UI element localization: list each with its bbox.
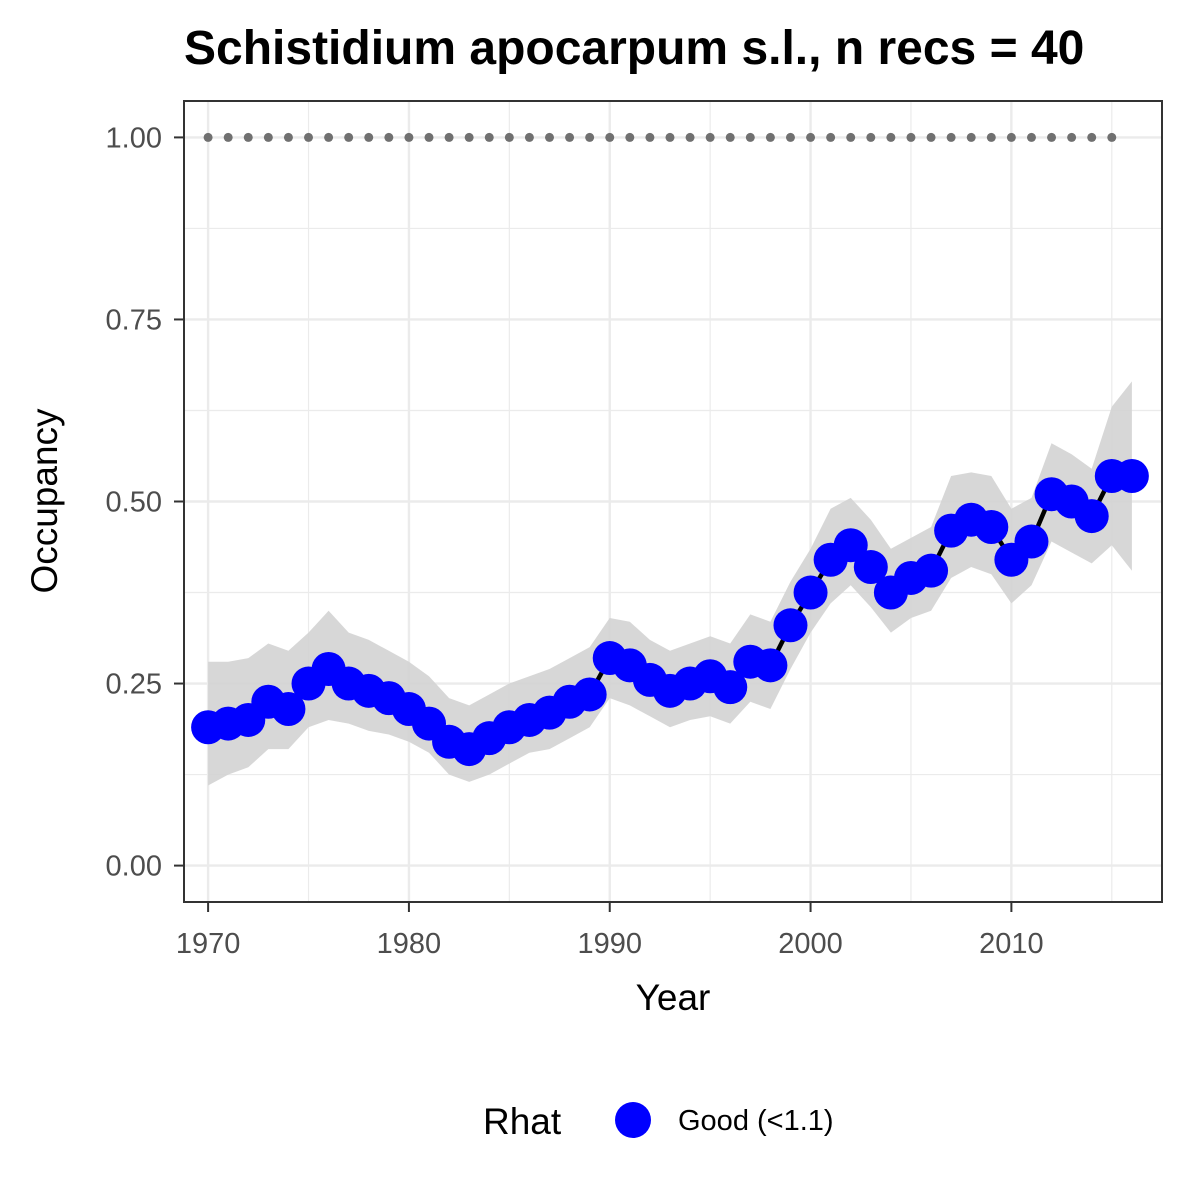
- data-point: [974, 509, 1009, 544]
- data-point: [1074, 499, 1109, 534]
- data-point: [853, 550, 888, 585]
- upper-bound-dot: [665, 132, 675, 142]
- upper-bound-dot: [906, 132, 916, 142]
- upper-bound-dot: [1006, 132, 1016, 142]
- data-points-layer: [191, 459, 1149, 767]
- upper-bound-dot: [585, 132, 595, 142]
- data-point: [271, 692, 306, 727]
- upper-bound-dot: [826, 132, 836, 142]
- y-tick-label: 0.75: [106, 304, 162, 336]
- upper-bound-dot: [1067, 132, 1077, 142]
- legend-title: Rhat: [483, 1101, 562, 1142]
- upper-bound-dot: [283, 132, 293, 142]
- upper-bound-dot: [765, 132, 775, 142]
- data-point: [713, 670, 748, 705]
- upper-bound-dot: [344, 132, 354, 142]
- y-axis-title: Occupancy: [24, 408, 65, 594]
- upper-bound-dot: [565, 132, 575, 142]
- upper-bound-dot: [1026, 132, 1036, 142]
- upper-bound-dot: [605, 132, 615, 142]
- upper-bound-dot: [263, 132, 273, 142]
- legend-key-good: [615, 1102, 651, 1138]
- upper-bound-dot: [364, 132, 374, 142]
- upper-bound-dot: [484, 132, 494, 142]
- upper-bound-dot: [886, 132, 896, 142]
- x-tick-label: 2010: [979, 928, 1044, 960]
- data-point: [914, 553, 949, 588]
- upper-bound-dot: [846, 132, 856, 142]
- upper-bound-dot: [384, 132, 394, 142]
- upper-bound-dot: [926, 132, 936, 142]
- upper-bound-dot: [203, 132, 213, 142]
- upper-bound-dot: [745, 132, 755, 142]
- upper-bound-dot: [705, 132, 715, 142]
- data-point: [1114, 459, 1149, 494]
- upper-bound-dot: [806, 132, 816, 142]
- upper-bound-dot: [524, 132, 534, 142]
- upper-bound-dot: [866, 132, 876, 142]
- legend-label-good: Good (<1.1): [678, 1105, 834, 1137]
- upper-bound-dots-layer: [203, 132, 1117, 142]
- data-point: [753, 648, 788, 683]
- y-tick-label: 0.00: [106, 851, 162, 883]
- x-axis: 1970 1980 1990 2000 2010: [176, 902, 1044, 960]
- data-point: [773, 608, 808, 643]
- upper-bound-dot: [324, 132, 334, 142]
- upper-bound-dot: [1107, 132, 1117, 142]
- upper-bound-dot: [625, 132, 635, 142]
- upper-bound-dot: [223, 132, 233, 142]
- upper-bound-dot: [243, 132, 253, 142]
- upper-bound-dot: [986, 132, 996, 142]
- upper-bound-dot: [304, 132, 314, 142]
- data-point: [1014, 524, 1049, 559]
- upper-bound-dot: [785, 132, 795, 142]
- y-axis: 0.00 0.25 0.50 0.75 1.00: [106, 122, 184, 883]
- upper-bound-dot: [544, 132, 554, 142]
- chart-title: Schistidium apocarpum s.l., n recs = 40: [184, 22, 1084, 75]
- x-tick-label: 2000: [778, 928, 843, 960]
- legend: Rhat Good (<1.1): [483, 1101, 834, 1142]
- upper-bound-dot: [444, 132, 454, 142]
- upper-bound-dot: [424, 132, 434, 142]
- y-tick-label: 1.00: [106, 122, 162, 154]
- upper-bound-dot: [464, 132, 474, 142]
- x-tick-label: 1990: [577, 928, 642, 960]
- x-tick-label: 1980: [377, 928, 442, 960]
- upper-bound-dot: [404, 132, 414, 142]
- upper-bound-dot: [645, 132, 655, 142]
- upper-bound-dot: [1087, 132, 1097, 142]
- upper-bound-dot: [966, 132, 976, 142]
- upper-bound-dot: [685, 132, 695, 142]
- x-axis-title: Year: [636, 977, 711, 1018]
- upper-bound-dot: [1047, 132, 1057, 142]
- data-point: [572, 677, 607, 712]
- y-tick-label: 0.50: [106, 487, 162, 519]
- upper-bound-dot: [504, 132, 514, 142]
- upper-bound-dot: [725, 132, 735, 142]
- x-tick-label: 1970: [176, 928, 241, 960]
- upper-bound-dot: [946, 132, 956, 142]
- data-point: [833, 528, 868, 563]
- data-point: [793, 575, 828, 610]
- y-tick-label: 0.25: [106, 669, 162, 701]
